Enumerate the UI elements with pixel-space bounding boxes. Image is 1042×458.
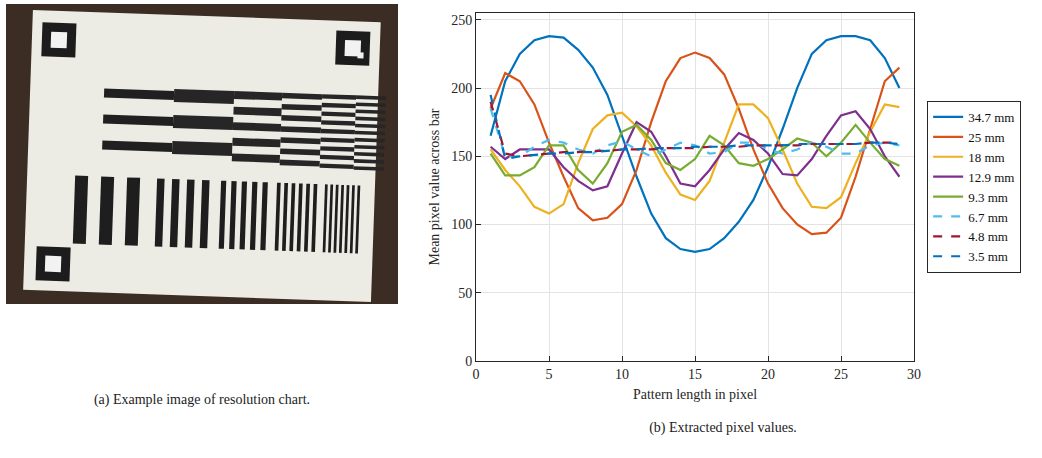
svg-text:250: 250 [451, 13, 472, 28]
svg-text:150: 150 [451, 149, 472, 164]
svg-text:0: 0 [465, 354, 472, 369]
svg-text:18 mm: 18 mm [968, 150, 1004, 165]
svg-text:25 mm: 25 mm [968, 130, 1004, 145]
svg-text:50: 50 [458, 286, 472, 301]
svg-text:10: 10 [615, 367, 629, 382]
svg-text:3.5 mm: 3.5 mm [968, 249, 1008, 264]
svg-text:9.3 mm: 9.3 mm [968, 190, 1008, 205]
svg-text:5: 5 [546, 367, 553, 382]
svg-text:4.8 mm: 4.8 mm [968, 229, 1008, 244]
svg-text:200: 200 [451, 81, 472, 96]
html-text:(b) Extracted pixel values.: (b) Extracted pixel values. [649, 420, 797, 435]
svg-text:15: 15 [688, 367, 702, 382]
svg-text:25: 25 [834, 367, 848, 382]
svg-text:20: 20 [761, 367, 775, 382]
svg-text:0: 0 [473, 367, 480, 382]
svg-text:12.9 mm: 12.9 mm [968, 170, 1014, 185]
html-text:(a) Example image of resolutio: (a) Example image of resolution chart. [93, 392, 311, 407]
svg-text:6.7 mm: 6.7 mm [968, 210, 1008, 225]
svg-text:30: 30 [907, 367, 921, 382]
svg-text:Pattern length in pixel: Pattern length in pixel [633, 387, 757, 402]
svg-text:100: 100 [451, 217, 472, 232]
svg-text:34.7 mm: 34.7 mm [968, 110, 1014, 125]
svg-text:Mean pixel value across bar: Mean pixel value across bar [427, 108, 442, 265]
